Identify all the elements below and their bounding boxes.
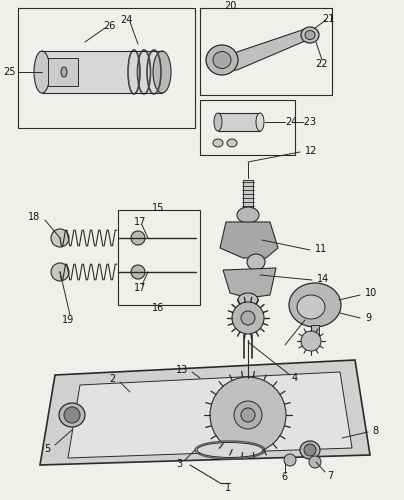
Polygon shape bbox=[220, 222, 278, 258]
Text: 15: 15 bbox=[152, 203, 164, 213]
Text: 25: 25 bbox=[4, 67, 16, 77]
Circle shape bbox=[51, 229, 69, 247]
Text: 1: 1 bbox=[225, 483, 231, 493]
Circle shape bbox=[301, 331, 321, 351]
Text: 12: 12 bbox=[305, 146, 318, 156]
Text: 7: 7 bbox=[327, 471, 333, 481]
Ellipse shape bbox=[297, 295, 325, 319]
Bar bbox=[200, 100, 295, 155]
Text: 24: 24 bbox=[285, 117, 297, 127]
Polygon shape bbox=[68, 372, 352, 458]
Circle shape bbox=[241, 311, 255, 325]
Circle shape bbox=[309, 456, 321, 468]
Ellipse shape bbox=[61, 67, 67, 77]
Bar bbox=[311, 325, 319, 343]
Ellipse shape bbox=[301, 27, 319, 43]
Circle shape bbox=[234, 401, 262, 429]
Text: 24: 24 bbox=[120, 15, 132, 25]
Bar bbox=[243, 180, 253, 210]
Circle shape bbox=[210, 377, 286, 453]
Circle shape bbox=[241, 408, 255, 422]
Ellipse shape bbox=[237, 207, 259, 223]
Ellipse shape bbox=[213, 52, 231, 68]
Bar bbox=[42, 51, 162, 93]
Ellipse shape bbox=[227, 139, 237, 147]
Circle shape bbox=[64, 407, 80, 423]
Ellipse shape bbox=[305, 30, 315, 40]
Text: 5: 5 bbox=[44, 444, 50, 454]
Ellipse shape bbox=[213, 139, 223, 147]
Text: 20: 20 bbox=[224, 1, 236, 11]
Polygon shape bbox=[214, 29, 315, 72]
Text: 22: 22 bbox=[316, 59, 328, 69]
Text: 8: 8 bbox=[372, 426, 378, 436]
Text: 26: 26 bbox=[103, 21, 115, 31]
Circle shape bbox=[284, 454, 296, 466]
Bar bbox=[48, 58, 78, 86]
Ellipse shape bbox=[247, 254, 265, 270]
Text: 6: 6 bbox=[281, 472, 287, 482]
Circle shape bbox=[232, 302, 264, 334]
Ellipse shape bbox=[300, 441, 320, 459]
Bar bbox=[200, 8, 332, 95]
Ellipse shape bbox=[238, 293, 258, 307]
Ellipse shape bbox=[153, 51, 171, 93]
Circle shape bbox=[131, 231, 145, 245]
Text: 13: 13 bbox=[176, 365, 188, 375]
Polygon shape bbox=[40, 360, 370, 465]
Text: 17: 17 bbox=[134, 283, 146, 293]
Circle shape bbox=[51, 263, 69, 281]
Bar bbox=[118, 210, 200, 305]
Ellipse shape bbox=[206, 45, 238, 75]
Polygon shape bbox=[223, 268, 276, 298]
Ellipse shape bbox=[34, 51, 50, 93]
Text: —23: —23 bbox=[295, 117, 317, 127]
Bar bbox=[218, 113, 260, 131]
Text: 14: 14 bbox=[317, 274, 329, 284]
Circle shape bbox=[304, 444, 316, 456]
Bar bbox=[18, 8, 195, 128]
Text: 3: 3 bbox=[176, 459, 182, 469]
Text: 11: 11 bbox=[315, 244, 327, 254]
Text: 9: 9 bbox=[365, 313, 371, 323]
Text: 17: 17 bbox=[134, 217, 146, 227]
Text: 21: 21 bbox=[322, 14, 334, 24]
Text: 4: 4 bbox=[292, 373, 298, 383]
Ellipse shape bbox=[59, 403, 85, 427]
Ellipse shape bbox=[214, 113, 222, 131]
Text: 18: 18 bbox=[28, 212, 40, 222]
Text: 16: 16 bbox=[152, 303, 164, 313]
Ellipse shape bbox=[289, 283, 341, 327]
Ellipse shape bbox=[197, 442, 263, 458]
Text: 10: 10 bbox=[365, 288, 377, 298]
Text: 2: 2 bbox=[110, 374, 116, 384]
Ellipse shape bbox=[256, 113, 264, 131]
Text: 19: 19 bbox=[62, 315, 74, 325]
Circle shape bbox=[131, 265, 145, 279]
